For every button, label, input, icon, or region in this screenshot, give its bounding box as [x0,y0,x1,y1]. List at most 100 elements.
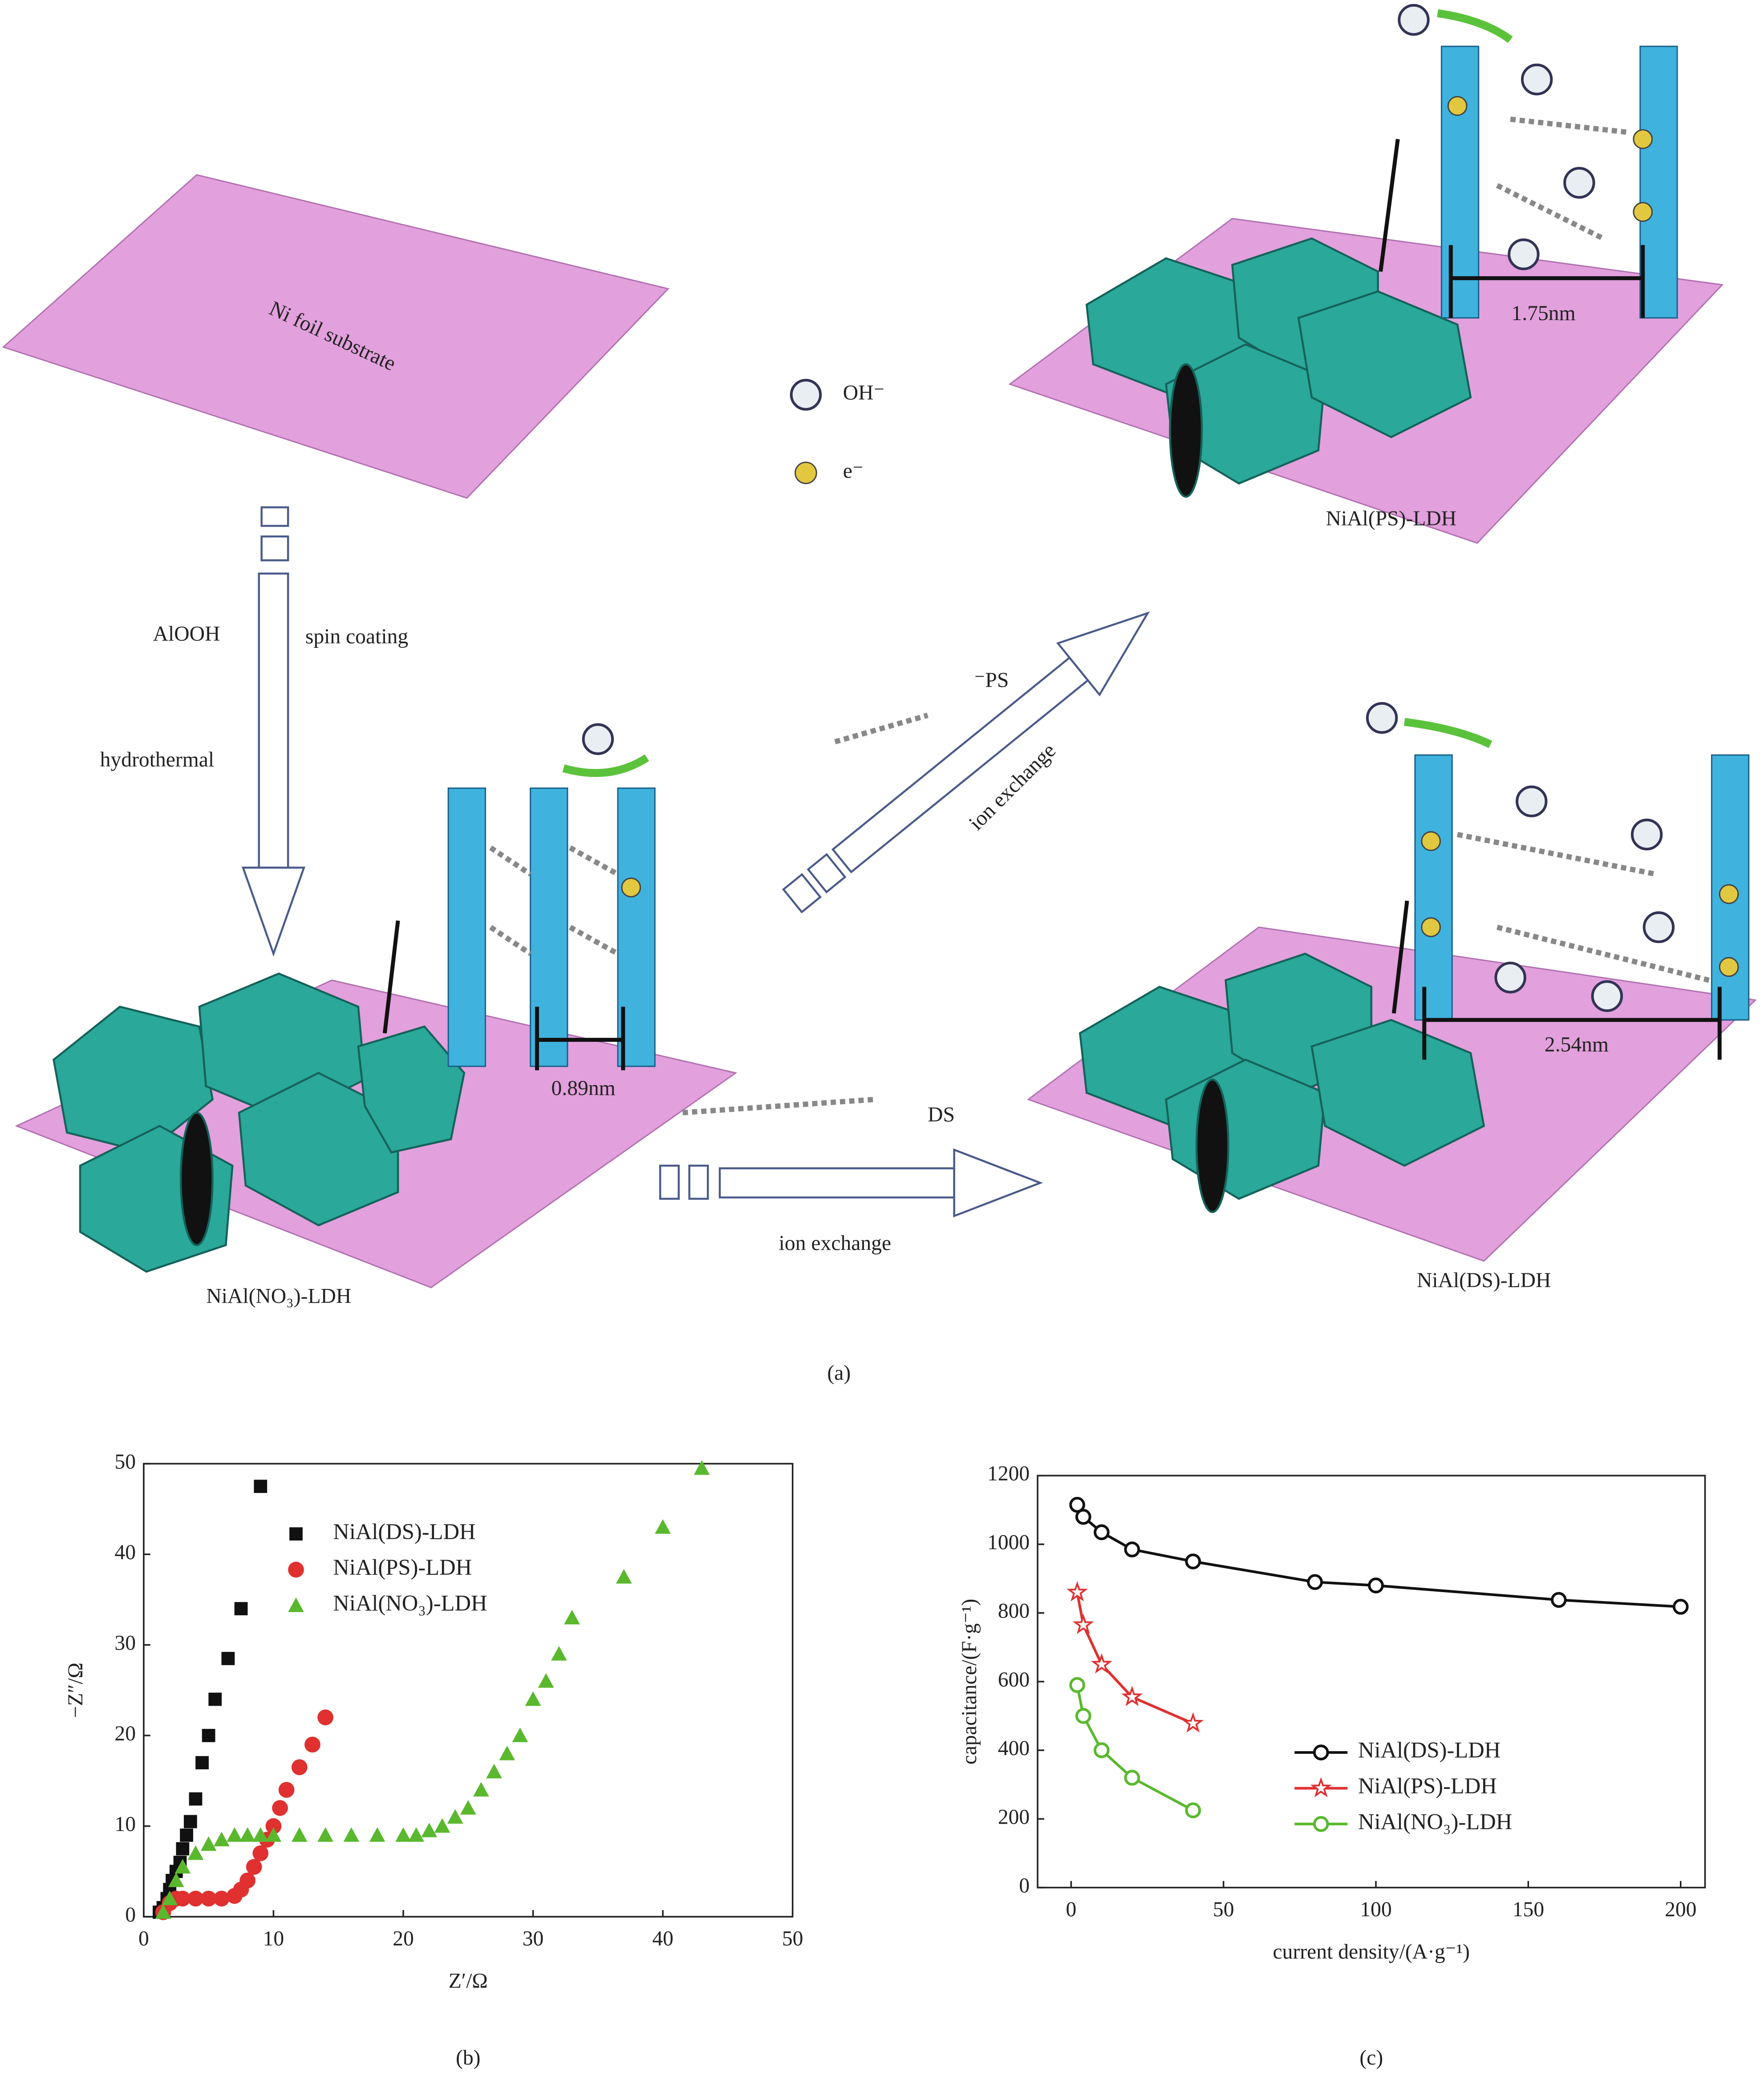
marker [202,1729,215,1742]
legend-marker [1313,1816,1329,1832]
marker [1094,1742,1110,1758]
x-tick-label: 150 [1513,1898,1544,1921]
x-tick-label: 0 [1066,1898,1076,1921]
marker [304,1736,320,1753]
x-tick-label: 0 [138,1927,149,1950]
y-tick-label: 600 [998,1668,1030,1691]
marker [252,1845,269,1862]
marker [1121,1686,1143,1707]
label: NiAl(DS)-LDH [1417,1269,1551,1292]
marker [693,1460,710,1475]
marker [200,1890,217,1907]
plot-frame [143,1463,794,1918]
caption: (c) [1359,2046,1383,2069]
marker [564,1610,580,1625]
electron-icon [621,96,1739,977]
marker [174,1859,191,1874]
marker [200,1836,217,1851]
marker [272,1800,288,1816]
marker [1069,1677,1085,1693]
legend-marker [1310,1777,1332,1797]
marker [395,1827,411,1842]
y-tick-label: 10 [114,1813,136,1836]
y-tick-label: 0 [125,1903,136,1927]
marker [252,1827,269,1842]
legend-label: NiAl(NO₃)-LDH [333,1590,487,1615]
marker [655,1519,671,1534]
legend-marker [288,1561,304,1578]
marker [187,1890,204,1907]
marker [227,1827,243,1842]
marker [434,1818,450,1833]
marker [1075,1508,1091,1525]
label: OH⁻ [843,382,885,405]
marker [369,1827,385,1842]
y-tick-label: 40 [114,1541,136,1564]
marker [187,1845,204,1860]
ldh-layer [447,45,1750,1067]
marker [1182,1712,1204,1733]
label: NiAl(PS)-LDH [1326,507,1457,530]
marker [421,1822,438,1837]
process-arrow [241,506,1150,1218]
marker [317,1709,333,1726]
label: NiAl(NO₃)-LDH [206,1285,351,1308]
marker [525,1691,541,1706]
y-tick-label: 20 [114,1722,136,1745]
legend-label: NiAl(NO₃)-LDH [1358,1809,1512,1834]
marker [234,1602,248,1615]
marker [221,1652,235,1665]
spacing-marker [382,138,1722,1070]
label: 0.89nm [552,1077,616,1100]
marker [213,1832,230,1846]
marker [180,1828,193,1842]
y-tick-label: 50 [114,1450,136,1473]
x-tick-label: 30 [523,1927,544,1950]
substrate [2,174,669,499]
caption: (a) [827,1362,851,1385]
marker [254,1480,268,1493]
y-tick-label: 400 [998,1737,1030,1760]
caption: (b) [456,2046,481,2069]
marker [1075,1708,1091,1724]
x-axis-label: Z′/Ω [449,1970,488,1993]
y-tick-label: 1200 [987,1462,1030,1485]
y-axis-label: −Z″/Ω [64,1662,87,1718]
marker [176,1842,190,1856]
legend-label: NiAl(PS)-LDH [333,1555,472,1580]
x-tick-label: 200 [1665,1898,1696,1921]
marker [1069,1496,1085,1513]
label: spin coating [305,625,408,648]
x-tick-label: 50 [1213,1898,1234,1921]
marker [1091,1653,1112,1674]
marker [195,1756,209,1769]
marker [1307,1574,1323,1590]
y-tick-label: 1000 [987,1531,1030,1554]
marker [155,1904,171,1919]
marker [1672,1598,1689,1615]
marker [1124,1769,1140,1786]
label: 2.54nm [1545,1033,1609,1056]
marker [447,1809,463,1824]
marker [162,1890,178,1906]
marker [291,1759,308,1776]
y-tick-label: 800 [998,1600,1030,1623]
marker [486,1764,502,1779]
marker [1551,1592,1567,1608]
marker [1185,1553,1201,1569]
label: e⁻ [843,459,864,483]
marker [538,1673,554,1688]
marker [246,1859,262,1875]
legend-marker [289,1527,303,1541]
marker [265,1827,282,1842]
marker [1094,1524,1110,1540]
marker [183,1815,197,1829]
crystal-cluster [53,237,1485,1273]
marker [168,1872,184,1887]
marker [213,1890,230,1907]
legend-label: NiAl(PS)-LDH [1358,1773,1497,1798]
series-line [1076,1592,1194,1725]
marker [512,1727,528,1742]
